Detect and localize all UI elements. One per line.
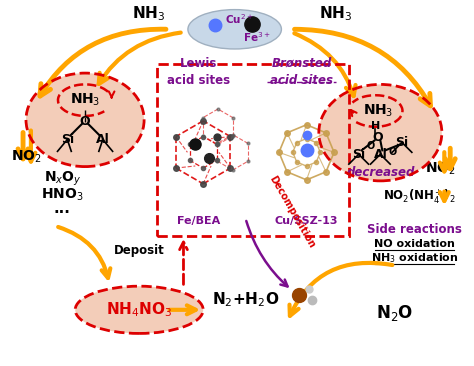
Ellipse shape <box>26 73 144 167</box>
Text: decreased: decreased <box>346 165 415 179</box>
Text: Si: Si <box>395 136 409 149</box>
Text: N$_x$O$_y$: N$_x$O$_y$ <box>44 170 81 188</box>
Ellipse shape <box>75 286 203 333</box>
Text: Fe$^{3+}$: Fe$^{3+}$ <box>243 30 270 44</box>
Text: Al: Al <box>374 148 387 161</box>
Text: N$_2$+H$_2$O: N$_2$+H$_2$O <box>212 291 279 309</box>
Text: O: O <box>366 141 374 152</box>
Text: Brønsted
acid sites: Brønsted acid sites <box>270 57 333 87</box>
Text: HNO$_3$: HNO$_3$ <box>41 187 84 203</box>
Text: NH$_3$ oxidation: NH$_3$ oxidation <box>371 251 458 265</box>
Text: Lewis
acid sites: Lewis acid sites <box>167 57 230 87</box>
Text: Cu/SSZ-13: Cu/SSZ-13 <box>275 216 338 226</box>
Text: Decomposition: Decomposition <box>267 174 317 250</box>
Text: Cu$^{2+}$: Cu$^{2+}$ <box>225 12 253 26</box>
Text: Deposit: Deposit <box>114 244 164 257</box>
Text: Si: Si <box>352 148 365 161</box>
Text: O: O <box>372 131 383 144</box>
Text: Fe/BEA: Fe/BEA <box>177 216 220 226</box>
Text: O: O <box>80 115 91 128</box>
Ellipse shape <box>319 85 442 181</box>
Text: N$_2$O: N$_2$O <box>376 303 414 323</box>
Text: NH$_3$: NH$_3$ <box>132 4 165 23</box>
Text: NO oxidation: NO oxidation <box>374 239 455 249</box>
Text: Al: Al <box>96 133 109 146</box>
Text: H: H <box>371 121 380 131</box>
Text: NO$_2$(NH$_4^+$)$_2$: NO$_2$(NH$_4^+$)$_2$ <box>383 187 456 206</box>
Text: NH$_3$: NH$_3$ <box>363 103 393 119</box>
Ellipse shape <box>188 10 282 49</box>
Text: NO$_2$: NO$_2$ <box>11 149 42 165</box>
Text: NH$_4$NO$_3$: NH$_4$NO$_3$ <box>106 300 173 319</box>
Text: Si: Si <box>61 133 74 146</box>
Text: ...: ... <box>54 201 71 216</box>
Text: NH$_3$: NH$_3$ <box>319 4 353 23</box>
Text: NO$_2$: NO$_2$ <box>425 161 456 177</box>
Text: O: O <box>388 147 396 157</box>
Text: Side reactions: Side reactions <box>367 223 462 236</box>
Text: NH$_3$: NH$_3$ <box>70 92 100 108</box>
